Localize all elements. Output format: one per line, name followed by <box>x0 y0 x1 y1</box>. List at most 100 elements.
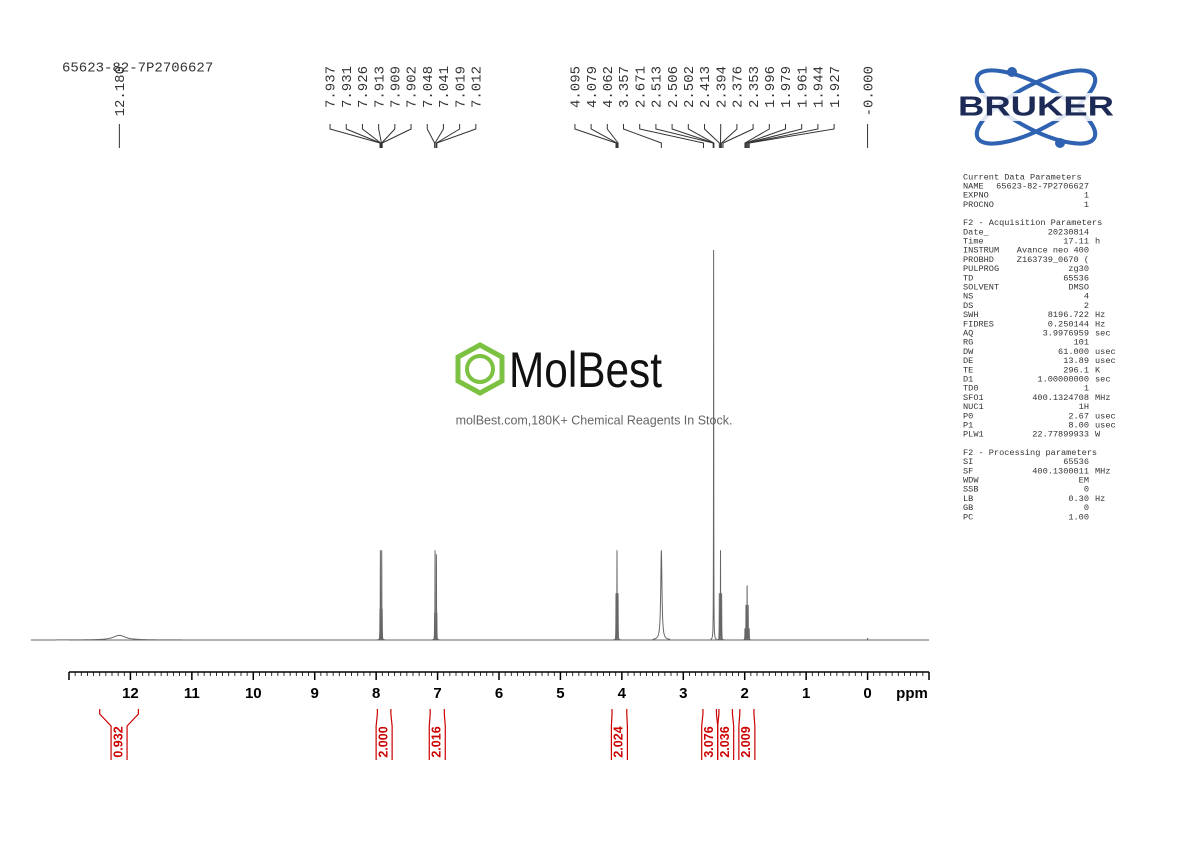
x-tick-label: 6 <box>495 685 503 702</box>
param-value: 2 <box>1084 301 1089 311</box>
param-name: Time <box>963 236 984 246</box>
watermark: MolBest molBest.com,180K+ Chemical Reage… <box>455 342 733 427</box>
peak-label-connector <box>744 124 770 148</box>
param-value: 0.30 <box>1068 494 1089 504</box>
param-value: 22.77899933 <box>1032 430 1089 440</box>
param-name: DE <box>963 356 973 366</box>
param-unit: sec <box>1095 374 1110 384</box>
logo-band <box>956 93 1116 121</box>
peak-label-connector <box>574 124 617 148</box>
param-name: SFO1 <box>963 393 984 403</box>
param-value: 0.250144 <box>1048 319 1089 329</box>
integral-bracket <box>375 709 393 760</box>
watermark-hexagon <box>455 342 505 396</box>
peak-label-connector <box>434 124 444 148</box>
param-value: 0 <box>1084 485 1089 495</box>
peak-label: 3.357 <box>617 66 633 108</box>
param-value: 0 <box>1084 503 1089 513</box>
param-unit: h <box>1095 236 1100 246</box>
param-value: 17.11 <box>1063 236 1089 246</box>
peak-label: 7.926 <box>356 66 372 108</box>
param-unit: Hz <box>1095 310 1105 320</box>
param-value: 400.1300011 <box>1032 466 1089 476</box>
param-name: PROCNO <box>963 200 994 210</box>
integral-bracket <box>717 709 735 760</box>
peak-label: 12.180 <box>113 66 129 116</box>
peak-label: 2.394 <box>714 66 730 108</box>
integral-value: 3.076 <box>702 726 716 757</box>
peak-label: 1.979 <box>779 66 795 108</box>
param-name: SSB <box>963 485 978 495</box>
peak-label-connector <box>704 124 720 148</box>
x-tick-label: 3 <box>679 685 687 702</box>
integral-value: 2.016 <box>430 726 444 757</box>
param-value: 65623-82-7P2706627 <box>996 181 1089 191</box>
integral-value: 2.000 <box>376 726 390 757</box>
param-value: 1.00 <box>1068 512 1089 522</box>
peak <box>652 550 671 640</box>
param-name: INSTRUM <box>963 246 999 256</box>
param-value: 65536 <box>1063 457 1089 467</box>
param-section-title: F2 - Processing parameters <box>963 448 1097 458</box>
peak-label-connector <box>687 124 715 148</box>
param-section-title: F2 - Acquisition Parameters <box>963 218 1102 228</box>
peak-label-connector <box>722 124 754 148</box>
x-tick-label: 1 <box>802 685 810 702</box>
peak-label: 4.079 <box>585 66 601 108</box>
peak-label-connector <box>623 124 662 148</box>
param-value: 8.00 <box>1068 420 1089 430</box>
param-name: DS <box>963 301 973 311</box>
param-unit: MHz <box>1095 393 1110 403</box>
param-name: AQ <box>963 328 973 338</box>
peak-label-connector <box>748 124 835 148</box>
peak-label-connector <box>606 124 619 148</box>
param-value: 65536 <box>1063 273 1089 283</box>
param-value: 8196.722 <box>1048 310 1089 320</box>
param-value: 13.89 <box>1063 356 1089 366</box>
param-value: 1 <box>1084 200 1089 210</box>
param-name: PULPROG <box>963 264 999 274</box>
watermark-name: MolBest <box>509 342 662 398</box>
param-value: 1 <box>1084 191 1089 201</box>
logo-orbit <box>974 68 1098 146</box>
integral-value: 0.932 <box>111 726 125 757</box>
param-value: 61.000 <box>1058 347 1089 357</box>
param-name: NAME <box>963 181 984 191</box>
peak-label: 7.937 <box>324 66 340 108</box>
peak-label-connector <box>436 124 477 148</box>
peak-label: 7.012 <box>470 66 486 108</box>
peak-label: 4.095 <box>569 66 585 108</box>
param-value: Avance neo 400 <box>1017 246 1089 256</box>
peak-label: 2.506 <box>666 66 682 108</box>
peak-label: 7.902 <box>405 66 421 108</box>
x-tick-label: 2 <box>741 685 749 702</box>
peak-label: -0.000 <box>861 66 877 116</box>
param-unit: MHz <box>1095 466 1110 476</box>
x-tick-label: 5 <box>556 685 564 702</box>
peak-label: 2.353 <box>747 66 763 108</box>
peak-label: 7.931 <box>340 66 356 108</box>
param-name: RG <box>963 338 973 348</box>
peak-label-connector <box>747 124 819 148</box>
peak-label: 1.996 <box>763 66 779 108</box>
x-tick-label: 0 <box>863 685 871 702</box>
peak-label: 4.062 <box>601 66 617 108</box>
watermark-tagline: molBest.com,180K+ Chemical Reagents In S… <box>456 413 733 427</box>
param-name: Date_ <box>963 227 990 237</box>
peak-label: 1.961 <box>795 66 811 108</box>
integral-bracket <box>99 709 140 760</box>
param-value: 4 <box>1084 292 1089 302</box>
integral-bracket <box>738 709 756 760</box>
param-section-title: Current Data Parameters <box>963 172 1082 182</box>
peak-label: 2.376 <box>731 66 747 108</box>
peak <box>431 550 439 641</box>
param-name: LB <box>963 494 973 504</box>
param-name: P0 <box>963 411 973 421</box>
param-unit: Hz <box>1095 319 1105 329</box>
param-name: P1 <box>963 420 973 430</box>
peak-label-connector <box>381 124 412 148</box>
peak-label: 7.041 <box>437 66 453 108</box>
peak <box>746 628 753 641</box>
